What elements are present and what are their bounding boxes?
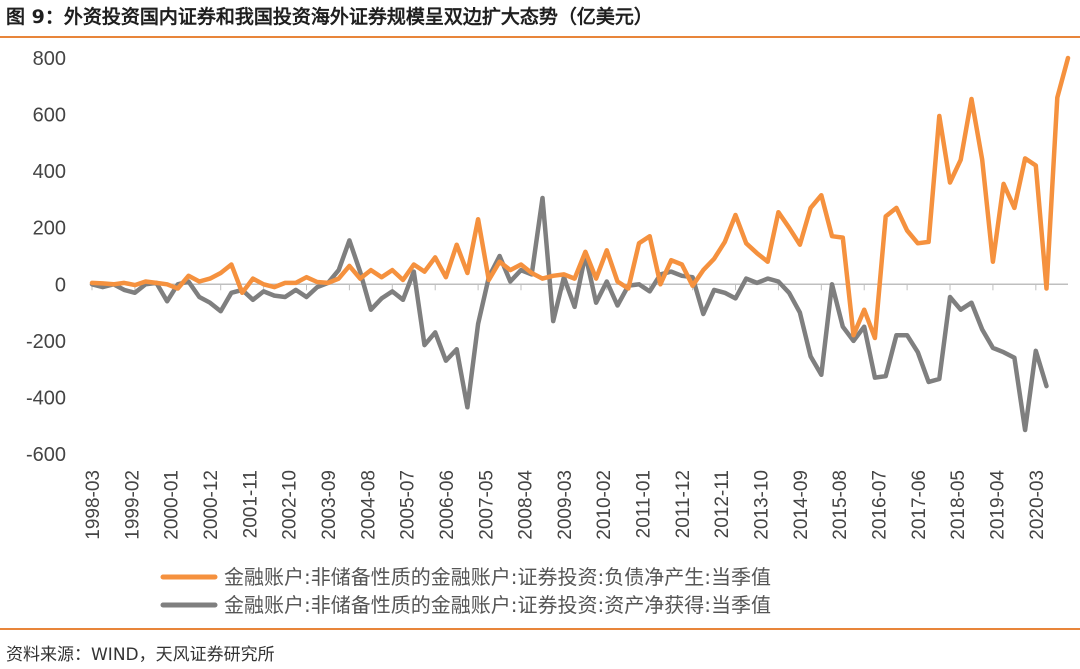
x-tick-label: 2004-08 bbox=[358, 470, 379, 540]
legend-label: 金融账户:非储备性质的金融账户:证券投资:资产净获得:当季值 bbox=[224, 593, 771, 617]
legend-label: 金融账户:非储备性质的金融账户:证券投资:负债净产生:当季值 bbox=[224, 565, 771, 589]
y-tick-label: -600 bbox=[26, 444, 66, 466]
y-tick-label: 800 bbox=[33, 48, 66, 70]
x-tick-label: 2012-11 bbox=[712, 470, 733, 538]
legend: 金融账户:非储备性质的金融账户:证券投资:负债净产生:当季值金融账户:非储备性质… bbox=[160, 565, 771, 617]
x-tick-label: 2007-05 bbox=[476, 470, 497, 540]
chart-title: 图 9：外资投资国内证券和我国投资海外证券规模呈双边扩大态势（亿美元） bbox=[6, 6, 653, 28]
x-tick-label: 2011-12 bbox=[673, 470, 694, 538]
x-tick-label: 1998-03 bbox=[83, 470, 104, 540]
x-tick-label: 2000-12 bbox=[201, 470, 222, 540]
x-tick-label: 2010-02 bbox=[594, 470, 615, 540]
x-tick-label: 2005-07 bbox=[398, 470, 419, 540]
y-axis: 800 600 400 200 0 -200 -400 -600 bbox=[26, 48, 66, 466]
y-tick-label: 600 bbox=[33, 105, 66, 127]
x-tick-label: 2001-11 bbox=[240, 470, 261, 538]
x-tick-label: 2006-06 bbox=[437, 470, 458, 540]
series-line-asset bbox=[89, 195, 1049, 433]
x-axis: 1998-03 1999-02 2000-01 2000-12 2001-11 2002-… bbox=[83, 284, 1048, 540]
header-divider bbox=[0, 36, 1080, 38]
y-tick-label: -400 bbox=[26, 387, 66, 409]
x-tick-label: 2019-04 bbox=[987, 470, 1008, 540]
x-tick-label: 2020-03 bbox=[1027, 470, 1048, 540]
footer-divider bbox=[0, 628, 1080, 630]
legend-item-asset: 金融账户:非储备性质的金融账户:证券投资:资产净获得:当季值 bbox=[160, 593, 771, 617]
x-tick-label: 2015-08 bbox=[830, 470, 851, 540]
x-tick-label: 2013-10 bbox=[752, 470, 773, 540]
x-tick-label: 2018-05 bbox=[948, 470, 969, 540]
x-tick-label: 2014-09 bbox=[791, 470, 812, 540]
y-tick-label: 200 bbox=[33, 218, 66, 240]
line-chart: 800 600 400 200 0 -200 -400 -600 1998-03 1999-02… bbox=[26, 48, 1071, 617]
legend-item-liability: 金融账户:非储备性质的金融账户:证券投资:负债净产生:当季值 bbox=[160, 565, 771, 589]
y-tick-label: -200 bbox=[26, 331, 66, 353]
x-tick-label: 2011-01 bbox=[634, 470, 655, 538]
x-tick-label: 2002-10 bbox=[280, 470, 301, 540]
source-note: 资料来源：WIND，天风证券研究所 bbox=[6, 645, 275, 665]
x-tick-label: 2008-04 bbox=[516, 470, 537, 540]
series-lines bbox=[89, 55, 1071, 433]
x-tick-label: 2017-06 bbox=[909, 470, 930, 540]
y-tick-label: 400 bbox=[33, 161, 66, 183]
x-tick-label: 1999-02 bbox=[122, 470, 143, 540]
x-tick-label: 2000-01 bbox=[162, 470, 183, 540]
series-line-liability bbox=[89, 55, 1071, 341]
x-tick-label: 2016-07 bbox=[870, 470, 891, 540]
y-tick-label: 0 bbox=[55, 274, 66, 296]
x-tick-label: 2003-09 bbox=[319, 470, 340, 540]
x-tick-label: 2009-03 bbox=[555, 470, 576, 540]
